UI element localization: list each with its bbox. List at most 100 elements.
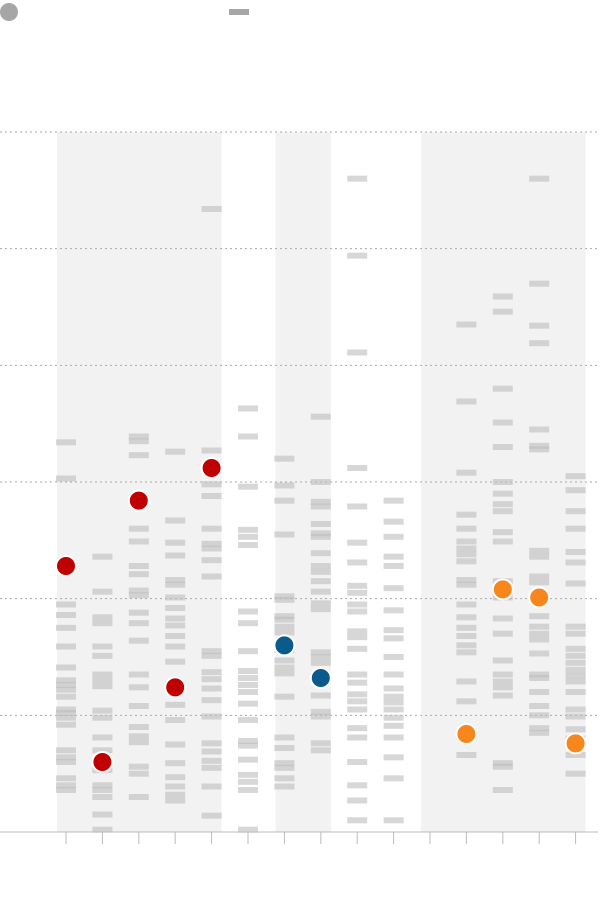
strip-dash xyxy=(310,568,331,575)
strip-dash xyxy=(310,713,331,720)
strip-dash xyxy=(92,787,113,793)
strip-dash xyxy=(565,473,586,480)
strip-dash xyxy=(128,637,149,644)
strip-dash xyxy=(310,600,331,607)
strip-dash xyxy=(529,446,550,453)
strip-dash xyxy=(274,745,295,751)
strip-dash xyxy=(310,659,331,666)
strip-dash xyxy=(492,630,513,637)
strip-dash xyxy=(383,706,404,713)
strip-dash xyxy=(238,717,258,723)
strip-dash xyxy=(347,628,368,635)
strip-dash xyxy=(92,683,113,690)
strip-dash xyxy=(456,614,477,621)
strip-dash xyxy=(165,717,186,723)
strip-dash xyxy=(56,706,76,713)
strip-dash xyxy=(529,175,550,182)
strip-dash xyxy=(529,547,550,554)
strip-dash xyxy=(274,623,295,630)
strip-dash xyxy=(128,525,149,532)
strip-dash xyxy=(383,518,404,525)
strip-dash xyxy=(529,579,550,586)
strip-dash xyxy=(201,648,222,655)
highlight-point xyxy=(273,634,296,657)
strip-dash xyxy=(238,778,258,785)
strip-dash xyxy=(165,760,186,767)
strip-dash xyxy=(238,756,258,763)
highlight-point xyxy=(127,489,150,512)
strip-dash xyxy=(383,654,404,660)
strip-dash xyxy=(347,817,368,824)
highlight-point xyxy=(491,578,514,601)
strip-dash xyxy=(347,634,368,641)
strip-dash xyxy=(310,606,331,613)
strip-dash xyxy=(456,469,477,476)
strip-dash xyxy=(165,783,186,790)
strip-dash xyxy=(92,826,113,833)
strip-dash xyxy=(492,678,513,685)
strip-dash xyxy=(165,741,186,748)
strip-dash xyxy=(56,612,76,618)
strip-dash xyxy=(56,475,76,482)
strip-dash xyxy=(347,679,368,686)
strip-dash xyxy=(383,533,404,540)
strip-dash xyxy=(238,682,258,688)
marks-layer xyxy=(55,175,587,833)
strip-dash xyxy=(492,763,513,770)
strip-dash xyxy=(201,713,222,720)
strip-dash xyxy=(92,553,113,560)
strip-dash xyxy=(128,620,149,627)
strip-dash xyxy=(201,748,222,755)
strip-dash xyxy=(238,483,258,490)
strip-dash xyxy=(165,448,186,455)
strip-dash xyxy=(238,620,258,627)
strip-dash xyxy=(128,592,149,599)
strip-dash xyxy=(92,677,113,684)
strip-dash xyxy=(128,563,149,569)
strip-dash xyxy=(274,616,295,623)
strip-dash xyxy=(310,578,331,585)
strip-dash xyxy=(383,607,404,614)
strip-dash xyxy=(456,649,477,656)
strip-dash xyxy=(238,526,258,533)
strip-dash xyxy=(56,747,76,754)
strip-dash xyxy=(492,501,513,508)
strip-dash xyxy=(347,601,368,608)
strip-dash xyxy=(92,620,113,627)
strip-dash xyxy=(383,775,404,782)
strip-dash xyxy=(201,652,222,659)
strip-dash xyxy=(201,669,222,676)
strip-dash xyxy=(274,734,295,741)
strip-dash xyxy=(92,588,113,595)
strip-dash xyxy=(201,573,222,580)
strip-dash xyxy=(201,740,222,747)
strip-dash xyxy=(165,658,186,665)
strip-dash xyxy=(529,671,550,678)
highlight-point xyxy=(200,457,223,479)
strip-dash xyxy=(201,757,222,764)
highlight-point xyxy=(164,676,187,699)
highlight-point xyxy=(528,586,551,609)
strip-dash xyxy=(383,714,404,721)
strip-dash xyxy=(492,419,513,426)
strip-dash xyxy=(529,426,550,433)
strip-dash xyxy=(347,725,368,732)
strip-dash xyxy=(274,693,295,700)
strip-dash xyxy=(565,645,586,652)
strip-dash xyxy=(310,708,331,715)
strip-dash xyxy=(456,698,477,705)
strip-dash xyxy=(238,533,258,540)
strip-dash xyxy=(238,405,258,412)
strip-dash xyxy=(274,497,295,504)
strip-dash xyxy=(565,487,586,494)
strip-dash xyxy=(347,671,368,678)
strip-dash xyxy=(56,643,76,650)
strip-dash xyxy=(238,771,258,778)
strip-dash xyxy=(310,498,331,505)
strip-dash xyxy=(201,447,222,454)
strip-dash xyxy=(201,525,222,532)
strip-dash xyxy=(492,529,513,536)
strip-dash xyxy=(492,538,513,545)
strip-dash xyxy=(238,738,258,744)
strip-dash xyxy=(347,589,368,596)
